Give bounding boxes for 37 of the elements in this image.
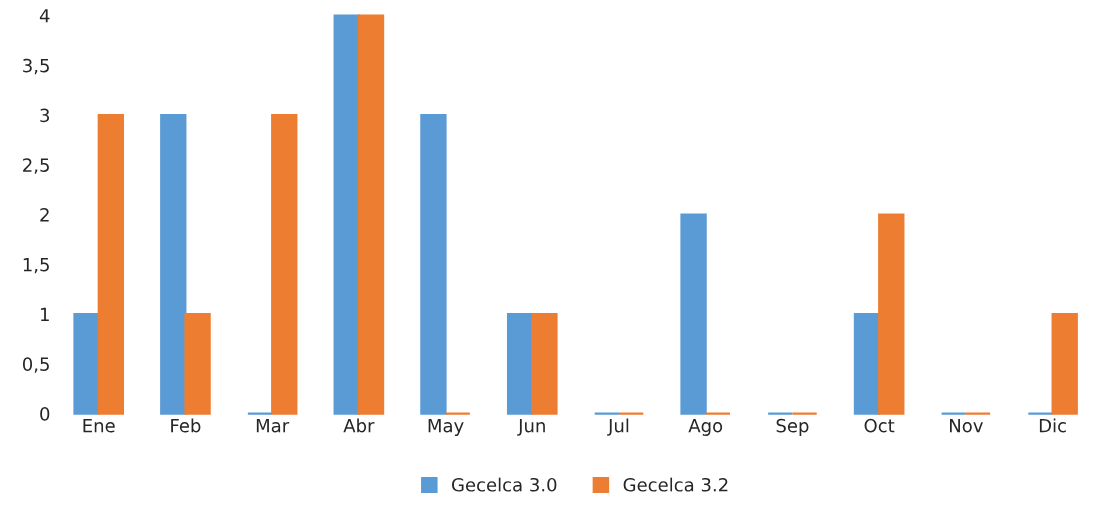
y-tick-label: 0 [40,407,50,421]
bar [357,14,385,415]
bar [333,14,360,415]
y-tick-label: 2,5 [23,158,49,174]
bar [1051,313,1078,415]
x-tick-label: Nov [950,419,983,433]
bar [853,313,881,415]
y-tick-label: 2 [40,208,49,222]
bar [271,113,298,415]
bar [420,113,447,415]
legend-label: Gecelca 3.0 [452,477,557,492]
bar [680,213,707,415]
y-tick-label: 1,5 [23,258,49,274]
bar [531,313,558,415]
bar [878,213,905,415]
bar [160,113,187,415]
bar [97,113,125,415]
y-tick-label: 3,5 [23,58,49,75]
x-tick-label: Jun [517,419,545,436]
y-tick-label: 0,5 [22,357,49,373]
x-tick-label: Dic [1039,418,1066,433]
bar [506,313,534,415]
x-tick-label: Ago [688,419,723,436]
legend-label: Gecelca 3.2 [623,477,728,492]
x-tick-label: Oct [864,418,895,433]
x-tick-label: May [428,419,464,436]
y-tick-label: 3 [40,108,50,123]
x-tick-label: Abr [343,418,375,433]
x-tick-label: Feb [171,418,201,433]
bar [184,313,211,415]
y-tick-label: 1 [40,307,49,321]
x-tick-label: Sep [776,418,809,436]
x-tick-label: Jul [607,418,629,436]
x-tick-label: Mar [256,419,290,433]
y-tick-label: 4 [39,9,50,23]
bar [73,313,100,415]
x-tick-label: Ene [83,419,115,433]
